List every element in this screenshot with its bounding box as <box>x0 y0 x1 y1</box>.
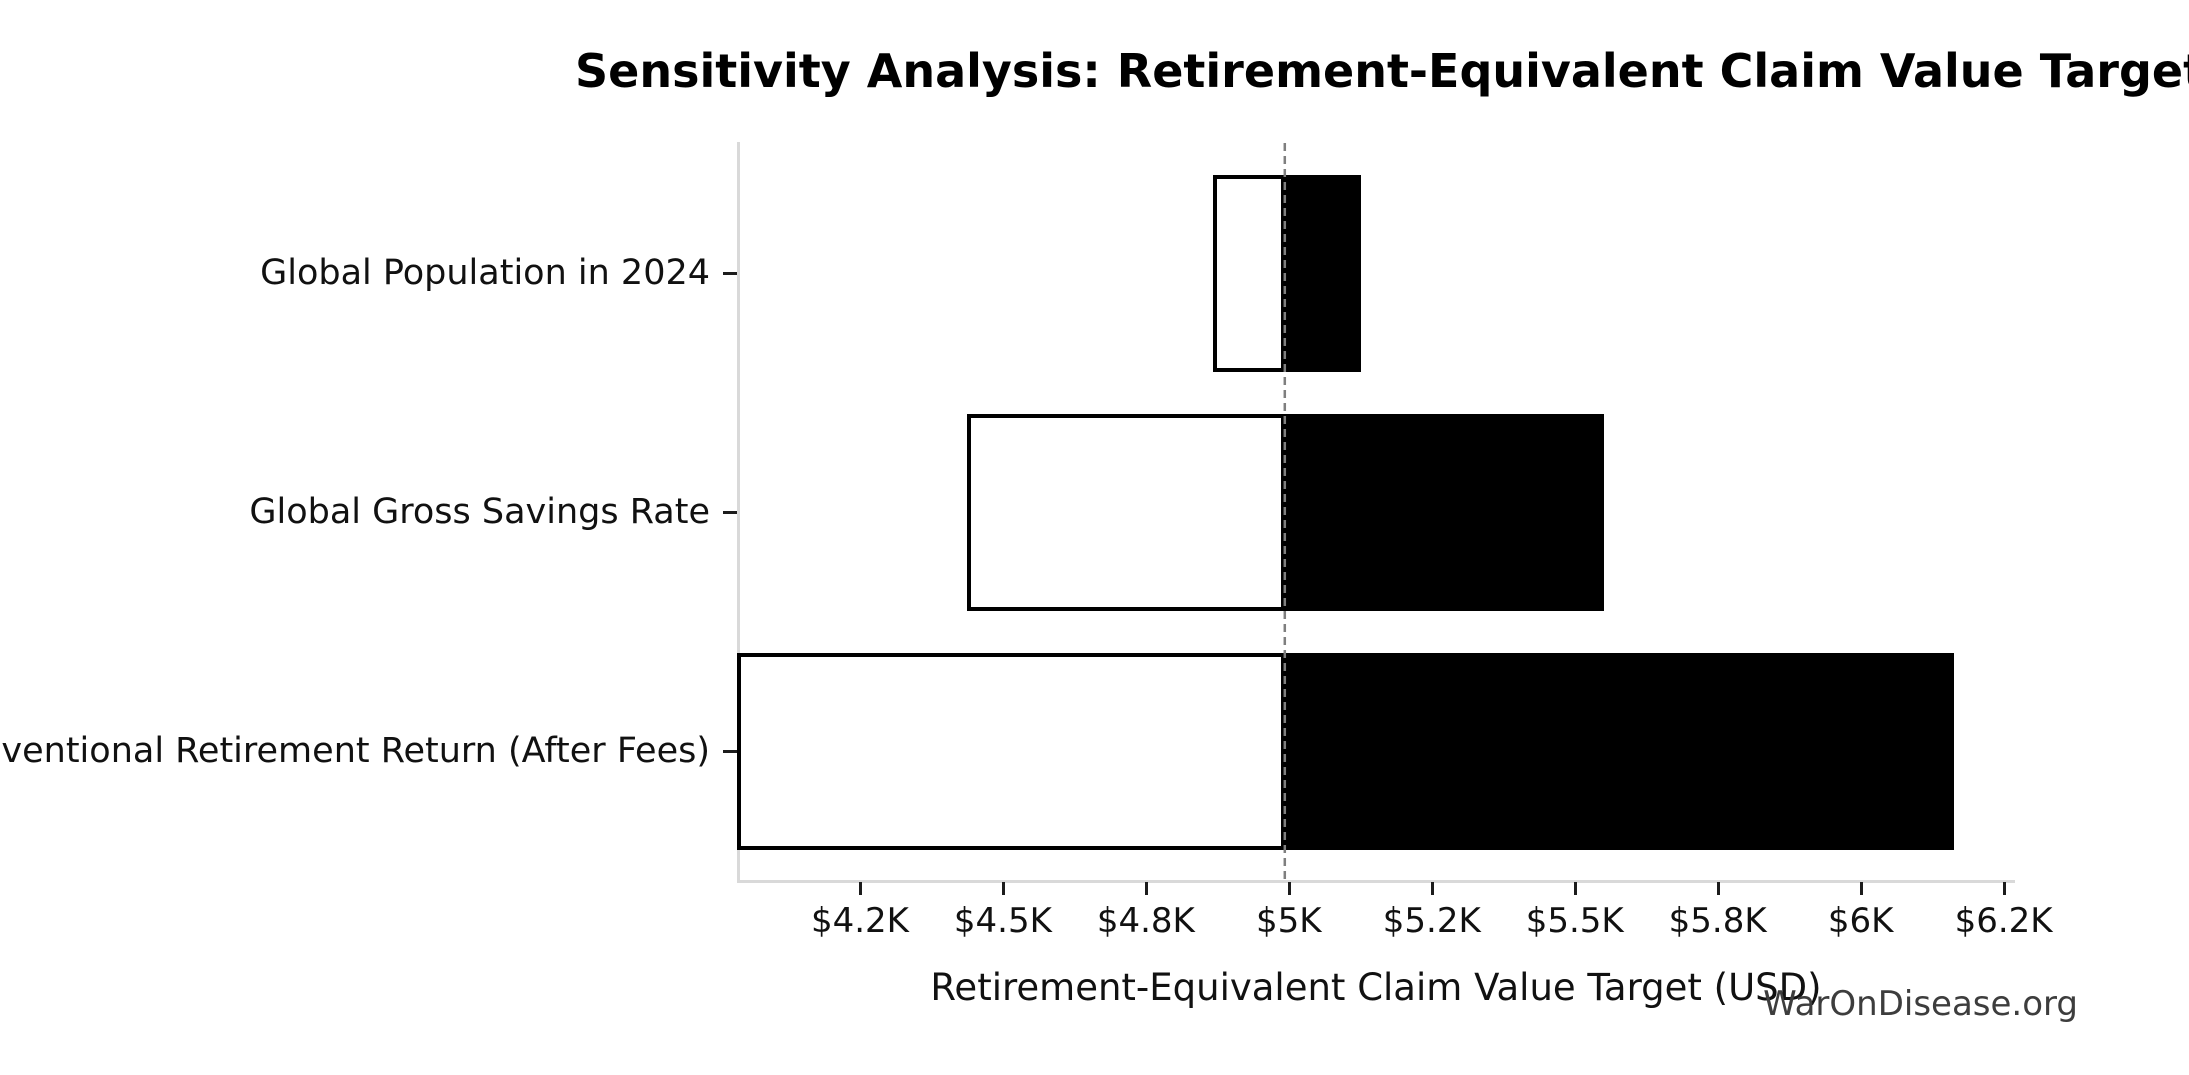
category-label: Conventional Retirement Return (After Fe… <box>0 731 710 771</box>
x-tick-mark <box>1573 882 1577 895</box>
x-tick-label: $5.8K <box>1668 901 1767 941</box>
baseline-dashed-line <box>1283 143 1287 880</box>
x-tick-mark <box>1859 882 1863 895</box>
x-tick-mark <box>1287 882 1291 895</box>
x-tick-label: $5K <box>1256 901 1322 941</box>
category-label: Global Population in 2024 <box>260 253 710 293</box>
x-tick-mark <box>1430 882 1434 895</box>
chart-title: Sensitivity Analysis: Retirement-Equival… <box>575 44 2189 98</box>
x-axis-label: Retirement-Equivalent Claim Value Target… <box>930 966 1822 1009</box>
x-tick-mark <box>2002 882 2006 895</box>
x-tick-label: $4.5K <box>953 901 1052 941</box>
tornado-bar-high <box>1284 174 1361 372</box>
tornado-bar-high <box>1284 413 1605 611</box>
tornado-bar-high <box>1284 652 1955 850</box>
y-tick-mark <box>723 511 737 514</box>
x-tick-mark <box>1001 882 1005 895</box>
plot-area <box>737 142 2015 883</box>
tornado-bar-low <box>1212 174 1285 372</box>
y-axis-spine <box>737 142 740 883</box>
x-axis-spine <box>737 880 2015 883</box>
tornado-bar-low <box>966 413 1285 611</box>
x-tick-label: $4.2K <box>810 901 909 941</box>
x-tick-label: $5.5K <box>1525 901 1624 941</box>
x-tick-label: $6.2K <box>1954 901 2053 941</box>
x-tick-label: $6K <box>1827 901 1894 941</box>
x-tick-label: $5.2K <box>1382 901 1481 941</box>
x-tick-mark <box>1716 882 1720 895</box>
x-tick-mark <box>1144 882 1148 895</box>
tornado-bar-low <box>737 652 1285 850</box>
x-tick-label: $4.8K <box>1096 901 1195 941</box>
category-label: Global Gross Savings Rate <box>249 492 710 532</box>
x-tick-mark <box>858 882 862 895</box>
y-tick-mark <box>723 750 737 753</box>
y-tick-mark <box>723 272 737 275</box>
watermark-text: WarOnDisease.org <box>1763 984 2078 1024</box>
